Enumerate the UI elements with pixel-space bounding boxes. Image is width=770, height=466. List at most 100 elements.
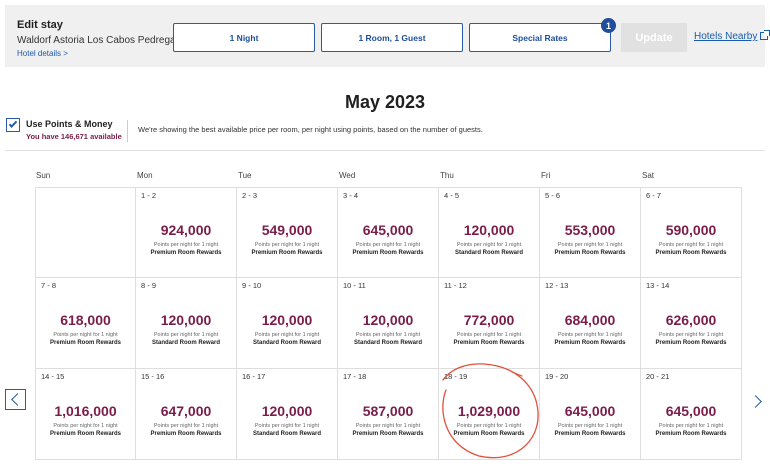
room-reward-type: Premium Room Rewards: [49, 431, 122, 437]
edit-stay-title: Edit stay: [17, 19, 63, 31]
points-per-night-label: Points per night for 1 night: [557, 332, 623, 338]
weekday-mon: Mon: [137, 171, 153, 180]
points-per-night-label: Points per night for 1 night: [153, 423, 219, 429]
use-points-checkbox[interactable]: [6, 118, 20, 132]
day-date-range: 8 - 9: [141, 281, 157, 290]
points-per-night-label: Points per night for 1 night: [355, 332, 421, 338]
special-rates-selector[interactable]: Special Rates 1: [469, 18, 616, 52]
room-reward-type: Standard Room Reward: [353, 340, 422, 346]
weekday-thu: Thu: [440, 171, 454, 180]
calendar-day-cell[interactable]: 6 - 7 590,000 Points per night for 1 night…: [641, 187, 742, 278]
points-per-night-label: Points per night for 1 night: [254, 332, 320, 338]
day-date-range: 3 - 4: [343, 191, 359, 200]
day-points-price: 924,000: [160, 222, 212, 238]
day-points-price: 1,016,000: [54, 403, 117, 419]
room-reward-type: Premium Room Rewards: [554, 431, 626, 437]
room-reward-type: Standard Room Reward: [252, 340, 321, 346]
room-reward-type: Premium Room Rewards: [49, 340, 122, 346]
external-link-icon: [760, 30, 770, 40]
calendar-empty-cell: [35, 187, 136, 278]
day-date-range: 12 - 13: [545, 281, 569, 290]
room-reward-type: Standard Room Reward: [151, 340, 220, 346]
next-month-button[interactable]: [748, 392, 764, 410]
month-title: May 2023: [344, 92, 426, 112]
nights-selector[interactable]: 1 Night: [173, 23, 315, 52]
day-points-price: 553,000: [564, 222, 616, 238]
room-reward-type: Premium Room Rewards: [655, 431, 727, 437]
room-reward-type: Premium Room Rewards: [453, 431, 525, 437]
weekday-sat: Sat: [642, 171, 655, 180]
room-reward-type: Premium Room Rewards: [554, 250, 626, 256]
calendar-day-cell[interactable]: 17 - 18 587,000 Points per night for 1 nig…: [338, 369, 439, 460]
room-reward-type: Premium Room Rewards: [655, 340, 727, 346]
section-divider: [5, 150, 765, 151]
calendar-day-cell[interactable]: 20 - 21 645,000 Points per night for 1 nig…: [641, 369, 742, 460]
use-points-label: Use Points & Money: [26, 119, 113, 129]
room-reward-type: Premium Room Rewards: [150, 250, 222, 256]
day-date-range: 1 - 2: [141, 191, 157, 200]
room-reward-type: Premium Room Rewards: [554, 340, 626, 346]
room-reward-type: Premium Room Rewards: [352, 431, 424, 437]
room-reward-type: Premium Room Rewards: [150, 431, 222, 437]
calendar-day-cell[interactable]: 9 - 10 120,000 Points per night for 1 nigh…: [237, 278, 338, 369]
day-points-price: 647,000: [160, 403, 212, 419]
day-date-range: 2 - 3: [242, 191, 258, 200]
day-date-range: 17 - 18: [343, 372, 367, 381]
room-reward-type: Premium Room Rewards: [352, 250, 424, 256]
day-date-range: 14 - 15: [41, 372, 65, 381]
points-per-night-label: Points per night for 1 night: [254, 423, 320, 429]
day-points-price: 1,029,000: [457, 403, 521, 419]
divider: [127, 120, 128, 142]
calendar-day-cell[interactable]: 12 - 13 684,000 Points per night for 1 nig…: [540, 278, 641, 369]
special-rates-label: Special Rates: [512, 32, 568, 43]
calendar-day-cell[interactable]: 15 - 16 647,000 Points per night for 1 nig…: [136, 369, 237, 460]
points-per-night-label: Points per night for 1 night: [355, 242, 421, 248]
calendar-day-cell[interactable]: 7 - 8 618,000 Points per night for 1 night…: [35, 278, 136, 369]
calendar-day-cell[interactable]: 5 - 6 553,000 Points per night for 1 night…: [540, 187, 641, 278]
points-available: You have 146,671 available: [26, 132, 122, 141]
day-points-price: 590,000: [665, 222, 717, 238]
calendar-day-cell[interactable]: 14 - 15 1,016,000 Points per night for 1 n…: [35, 369, 136, 460]
day-date-range: 9 - 10: [242, 281, 262, 290]
calendar-day-cell[interactable]: 1 - 2 924,000 Points per night for 1 night…: [136, 187, 237, 278]
calendar-day-cell[interactable]: 16 - 17 120,000 Points per night for 1 nig…: [237, 369, 338, 460]
points-per-night-label: Points per night for 1 night: [355, 423, 421, 429]
points-per-night-label: Points per night for 1 night: [658, 242, 724, 248]
day-points-price: 645,000: [665, 403, 717, 419]
calendar-day-cell[interactable]: 3 - 4 645,000 Points per night for 1 night…: [338, 187, 439, 278]
room-guests-selector[interactable]: 1 Room, 1 Guest: [321, 23, 463, 52]
previous-month-button[interactable]: [5, 389, 26, 410]
day-date-range: 5 - 6: [545, 191, 561, 200]
points-per-night-label: Points per night for 1 night: [153, 332, 219, 338]
day-points-price: 120,000: [463, 222, 515, 238]
points-per-night-label: Points per night for 1 night: [456, 332, 522, 338]
points-per-night-label: Points per night for 1 night: [658, 332, 724, 338]
points-per-night-label: Points per night for 1 night: [153, 242, 219, 248]
day-date-range: 4 - 5: [444, 191, 460, 200]
calendar-day-cell[interactable]: 10 - 11 120,000 Points per night for 1 nig…: [338, 278, 439, 369]
weekday-wed: Wed: [339, 171, 356, 180]
day-points-price: 684,000: [564, 312, 616, 328]
points-per-night-label: Points per night for 1 night: [658, 423, 724, 429]
update-button[interactable]: Update: [621, 23, 687, 52]
calendar-day-cell[interactable]: 13 - 14 626,000 Points per night for 1 nig…: [641, 278, 742, 369]
day-points-price: 618,000: [60, 312, 111, 328]
day-date-range: 10 - 11: [343, 281, 366, 290]
hotels-nearby-link[interactable]: Hotels Nearby: [694, 30, 770, 42]
room-reward-type: Premium Room Rewards: [655, 250, 727, 256]
points-per-night-label: Points per night for 1 night: [53, 423, 118, 429]
calendar-day-cell[interactable]: 4 - 5 120,000 Points per night for 1 night…: [439, 187, 540, 278]
hotel-details-link[interactable]: Hotel details >: [17, 49, 68, 58]
day-date-range: 19 - 20: [545, 372, 569, 381]
calendar-day-cell[interactable]: 8 - 9 120,000 Points per night for 1 night…: [136, 278, 237, 369]
room-reward-type: Standard Room Reward: [454, 250, 523, 256]
points-per-night-label: Points per night for 1 night: [557, 242, 623, 248]
calendar-day-cell[interactable]: 11 - 12 772,000 Points per night for 1 nig…: [439, 278, 540, 369]
day-points-price: 626,000: [665, 312, 717, 328]
calendar-day-cell[interactable]: 19 - 20 645,000 Points per night for 1 nig…: [540, 369, 641, 460]
calendar-day-cell[interactable]: 18 - 19 1,029,000 Points per night for 1 n…: [439, 369, 540, 460]
hotel-name: Waldorf Astoria Los Cabos Pedregal: [17, 35, 178, 46]
day-points-price: 120,000: [261, 312, 313, 328]
calendar-day-cell[interactable]: 2 - 3 549,000 Points per night for 1 night…: [237, 187, 338, 278]
points-per-night-label: Points per night for 1 night: [456, 242, 522, 248]
